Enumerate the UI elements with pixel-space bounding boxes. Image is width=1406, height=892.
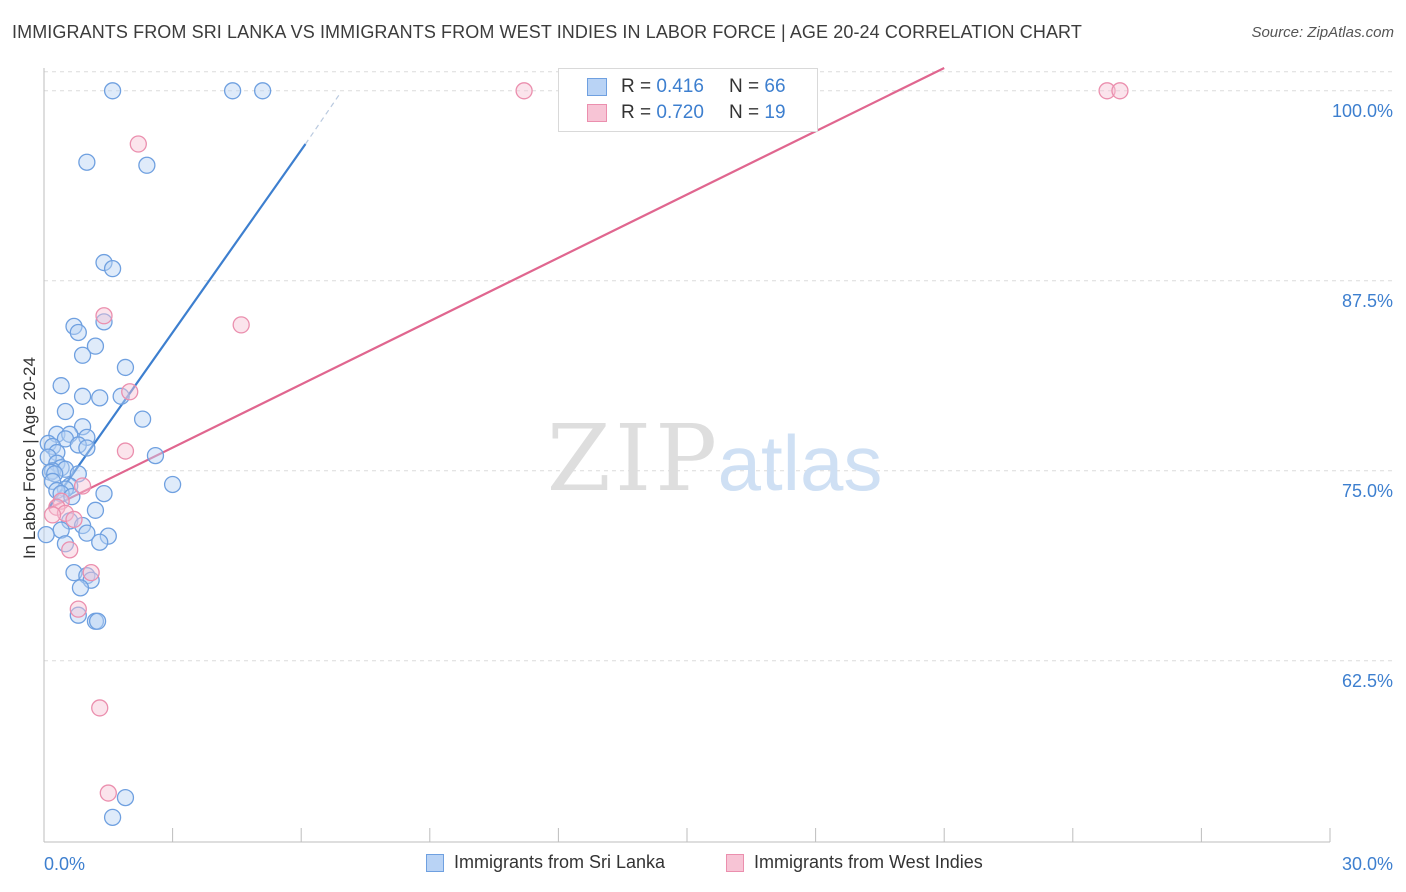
data-point-s0-55	[65, 563, 83, 582]
axes	[43, 68, 1331, 843]
data-point-s0-6	[103, 259, 122, 278]
legend-swatch-sri-lanka	[426, 853, 444, 872]
data-point-s1-4	[95, 307, 113, 325]
data-point-s0-59	[69, 606, 87, 624]
x-tick-label-1: 30.0%	[1342, 854, 1393, 874]
data-point-s0-50	[78, 524, 96, 542]
data-point-s0-10	[73, 346, 92, 364]
data-point-s0-2	[253, 82, 272, 100]
data-point-s0-39	[43, 472, 62, 491]
data-point-s0-38	[163, 475, 182, 494]
legend-label-west-indies: Immigrants from West Indies	[754, 852, 983, 872]
stats-n-sri-lanka: N = 66	[729, 76, 786, 97]
data-point-s1-14	[61, 541, 79, 559]
data-point-s0-62	[116, 788, 135, 807]
data-point-s0-29	[146, 446, 165, 465]
data-point-s1-12	[43, 506, 62, 524]
stats-swatch-sri-lanka	[587, 78, 607, 96]
y-tick-label-3: 100.0%	[1332, 101, 1393, 121]
data-point-s0-58	[71, 579, 90, 597]
legend-label-sri-lanka: Immigrants from Sri Lanka	[454, 852, 666, 872]
data-point-s0-14	[73, 387, 92, 405]
data-point-s0-63	[103, 808, 122, 827]
data-point-s0-51	[99, 527, 117, 545]
grid-lines	[44, 71, 1395, 662]
data-point-s0-15	[91, 389, 109, 407]
source-label: Source: ZipAtlas.com	[1251, 24, 1394, 41]
data-point-s0-44	[95, 484, 113, 503]
data-point-s0-1	[223, 82, 242, 100]
y-tick-label-2: 87.5%	[1342, 291, 1393, 311]
data-point-s0-16	[112, 387, 130, 405]
legend-swatch-west-indies	[726, 853, 744, 872]
data-point-s1-18	[99, 784, 117, 802]
data-point-s0-19	[73, 418, 92, 436]
correlation-stats-box: R = 0.416 N = 66 R = 0.720 N = 19	[558, 68, 818, 132]
data-point-s1-5	[232, 316, 250, 334]
data-point-s1-2	[1111, 82, 1129, 100]
stats-swatch-west-indies	[587, 104, 607, 122]
data-point-s0-61	[88, 612, 107, 630]
trend-line-ext-0	[304, 93, 341, 145]
stats-row-sri-lanka: R = 0.416 N = 66	[559, 74, 817, 100]
data-point-s0-27	[78, 439, 96, 457]
legend-item-west-indies: Immigrants from West Indies	[726, 852, 983, 873]
data-points	[37, 82, 1129, 827]
data-point-s0-11	[86, 337, 105, 355]
trend-lines	[47, 67, 945, 510]
data-point-s0-8	[69, 323, 87, 342]
y-tick-label-1: 75.0%	[1342, 481, 1393, 501]
data-point-s1-11	[56, 504, 75, 523]
stats-r-west-indies: R = 0.720	[621, 102, 704, 123]
chart-title: IMMIGRANTS FROM SRI LANKA VS IMMIGRANTS …	[12, 22, 1082, 42]
legend-item-sri-lanka: Immigrants from Sri Lanka	[426, 852, 665, 873]
x-tick-label-0: 0.0%	[44, 854, 85, 874]
data-point-s1-0	[515, 82, 533, 100]
trend-line-0	[47, 143, 307, 510]
y-axis-label: In Labor Force | Age 20-24	[20, 357, 39, 559]
data-point-s1-3	[129, 135, 147, 153]
data-point-s0-5	[95, 253, 113, 272]
y-tick-label-0: 62.5%	[1342, 671, 1393, 691]
data-point-s1-13	[65, 510, 83, 529]
data-point-s0-9	[95, 313, 113, 331]
data-point-s0-12	[116, 358, 135, 377]
data-point-s0-13	[52, 377, 70, 395]
data-point-s0-4	[138, 156, 156, 174]
watermark-zip: ZIP	[547, 405, 721, 512]
data-point-s0-18	[133, 410, 152, 428]
stats-row-west-indies: R = 0.720 N = 19	[559, 100, 817, 126]
data-point-s1-7	[116, 442, 135, 460]
data-point-s1-6	[121, 383, 139, 401]
data-point-s0-3	[78, 153, 96, 171]
data-point-s0-17	[56, 402, 75, 421]
data-point-s1-1	[1098, 82, 1116, 100]
data-point-s1-16	[69, 600, 87, 618]
trend-line-1	[47, 67, 945, 510]
stats-n-west-indies: N = 19	[729, 102, 786, 123]
data-point-s0-46	[86, 501, 105, 519]
data-point-s1-8	[73, 477, 92, 495]
data-point-s0-45	[63, 487, 81, 506]
tick-labels: 62.5% 75.0% 87.5% 100.0% 0.0% 30.0%	[44, 101, 1393, 874]
data-point-s1-17	[91, 699, 109, 717]
data-point-s1-15	[82, 563, 100, 582]
stats-r-sri-lanka: R = 0.416	[621, 76, 704, 97]
watermark-atlas: atlas	[718, 419, 883, 507]
data-point-s0-0	[103, 82, 122, 100]
data-point-s0-54	[37, 525, 55, 544]
chart-legend: Immigrants from Sri Lanka Immigrants fro…	[0, 852, 1406, 878]
data-point-s0-52	[91, 533, 109, 551]
watermark: ZIP atlas	[547, 405, 882, 512]
